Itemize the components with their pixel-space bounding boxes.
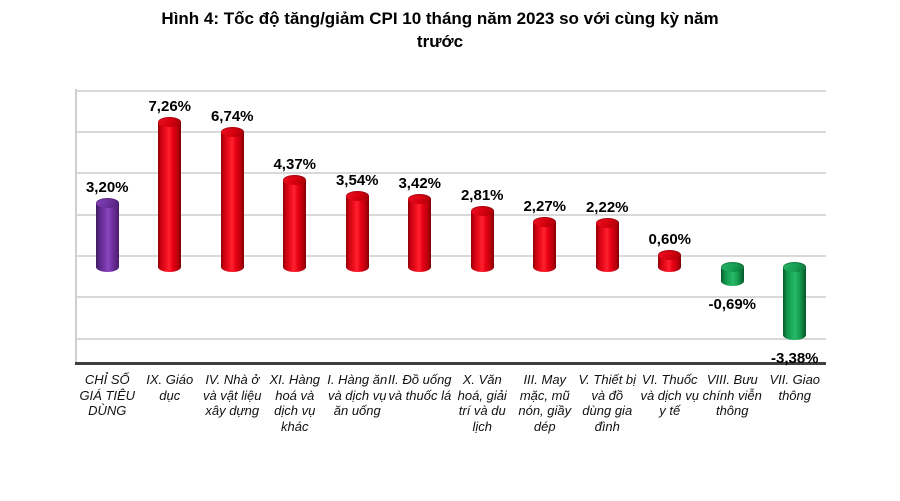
value-label: -0,69% xyxy=(708,295,757,313)
bar-top-cap xyxy=(220,127,244,138)
bar-cylinder xyxy=(595,222,619,272)
bar-cylinder xyxy=(283,179,307,272)
gridline xyxy=(76,89,826,92)
value-label: 2,81% xyxy=(460,186,504,204)
bar-cylinder xyxy=(470,210,494,272)
value-label: 3,42% xyxy=(398,174,442,192)
gridline xyxy=(76,337,826,340)
bar-top-cap xyxy=(95,198,119,208)
category-label: XI. Hàng hoá và dịch vụ khác xyxy=(269,372,321,434)
bar-top-cap xyxy=(408,193,432,204)
gridline xyxy=(76,172,826,175)
value-label: -3,38% xyxy=(770,349,819,367)
bar-cylinder xyxy=(720,267,744,286)
bar-top-cap xyxy=(158,116,182,127)
category-label: VIII. Bưu chính viễn thông xyxy=(702,372,762,418)
value-label: 3,54% xyxy=(335,172,379,190)
plot-area: 3,20% 7,26% 6,74% 4,37% 3,54% 3,42% 2,81% 2,27%… xyxy=(75,88,826,367)
y-axis-line xyxy=(75,89,77,365)
bar-top-cap xyxy=(533,216,557,227)
gridline xyxy=(76,255,826,257)
chart-title: Hình 4: Tốc độ tăng/giảm CPI 10 tháng nă… xyxy=(161,9,719,51)
bar-cylinder xyxy=(95,203,119,272)
category-label: I. Hàng ăn và dịch vụ ăn uống xyxy=(327,372,388,418)
category-label: IV. Nhà ở và vật liệu xây dựng xyxy=(202,372,262,418)
bar-cylinder xyxy=(158,121,182,272)
value-label: 7,26% xyxy=(148,97,192,115)
gridline xyxy=(76,131,826,134)
category-label: X. Văn hoá, giải trí và du lịch xyxy=(457,372,507,434)
category-label: II. Đồ uống và thuốc lá xyxy=(387,372,452,403)
value-label: 2,27% xyxy=(523,197,567,215)
bar-cylinder xyxy=(408,198,432,272)
bar-top-cap xyxy=(595,217,619,228)
value-label: 6,74% xyxy=(210,108,254,126)
value-label: 0,60% xyxy=(648,231,692,248)
x-axis-line xyxy=(75,362,826,365)
bar-top-cap xyxy=(470,205,494,216)
gridline xyxy=(76,296,826,299)
value-label: 2,22% xyxy=(585,198,629,216)
bar-top-cap xyxy=(658,250,682,260)
bar-cylinder xyxy=(220,132,244,272)
value-label: 3,20% xyxy=(85,179,129,196)
value-label: 4,37% xyxy=(273,155,317,173)
bar-top-cap xyxy=(345,191,369,202)
bar-cylinder xyxy=(345,196,369,272)
category-axis: CHỈ SỐ GIÁ TIÊU DÙNG IX. Giáo dục IV. Nhà … xyxy=(76,372,826,500)
bar-top-cap xyxy=(783,262,807,272)
bar-top-cap xyxy=(283,174,307,185)
category-label: VII. Giao thông xyxy=(769,372,821,403)
category-label: VI. Thuốc và dịch vụ y tế xyxy=(640,372,700,418)
category-label: IX. Giáo dục xyxy=(146,372,194,403)
bar-cylinder xyxy=(783,267,807,340)
category-label: III. May mặc, mũ nón, giầy dép xyxy=(518,372,572,434)
bar-cylinder xyxy=(533,221,557,272)
category-label: CHỈ SỐ GIÁ TIÊU DÙNG xyxy=(79,372,136,418)
bar-top-cap xyxy=(720,262,744,272)
gridline xyxy=(76,213,826,216)
category-label: V. Thiết bị và đồ dùng gia đình xyxy=(578,372,637,434)
